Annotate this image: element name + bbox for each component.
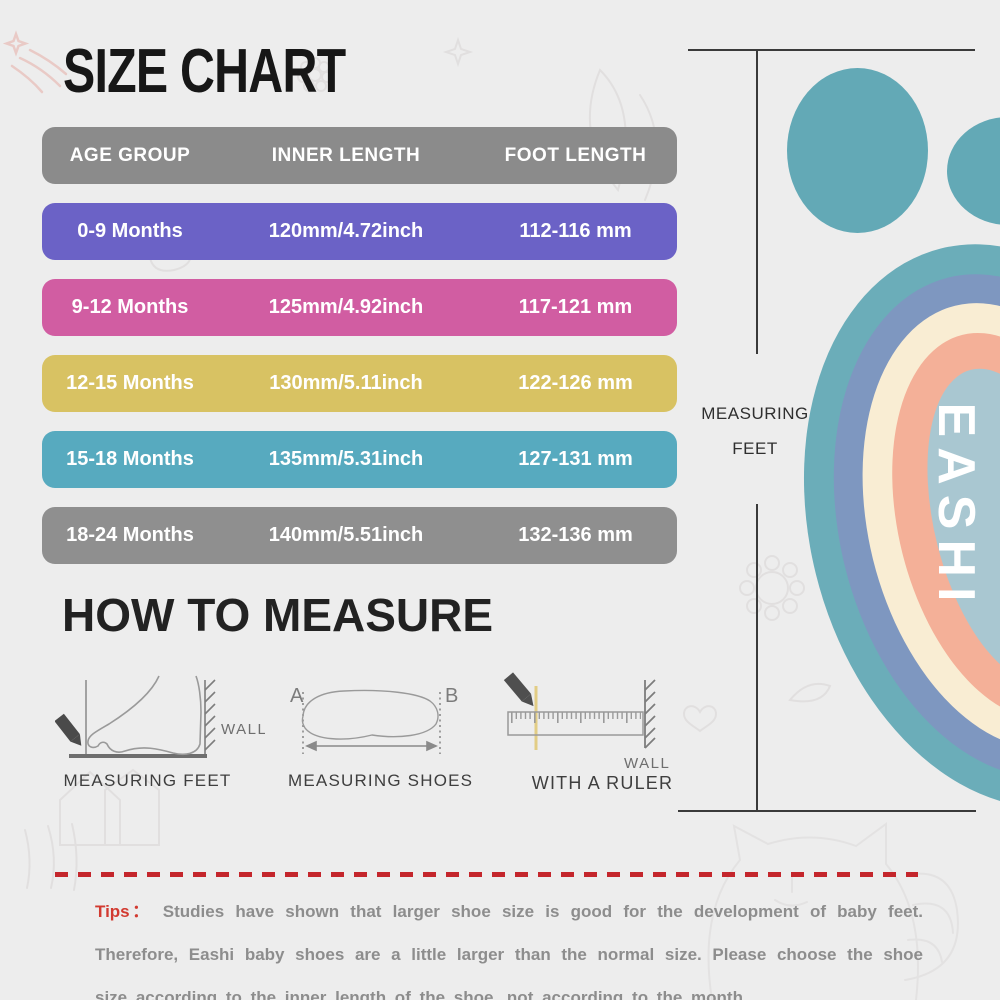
foot-big-toe: [787, 68, 928, 233]
cell-age-group: 18-24 Months: [66, 524, 194, 546]
tips-paragraph: Tips： Studies have shown that larger sho…: [95, 890, 923, 1000]
how-to-measure-title: HOW TO MEASURE: [62, 589, 494, 641]
house-doodle: [59, 768, 160, 846]
wall-label: WALL: [221, 721, 265, 738]
cell-inner-length: 140mm/5.51inch: [268, 524, 424, 546]
tips-line-1: Tips： Studies have shown that larger sho…: [95, 890, 923, 933]
cell-foot-length: 117-121 mm: [518, 296, 633, 318]
length-arrow: [305, 740, 438, 752]
tips-label: Tips：: [95, 902, 152, 921]
pencil-icon: [55, 713, 82, 746]
table-row: 12-15 Months 130mm/5.11inch 122-126 mm: [42, 355, 677, 412]
tips-line-3: size according to the inner length of th…: [95, 988, 743, 1000]
measuring-shoes-diagram: A B: [290, 685, 458, 754]
point-b-label: B: [445, 685, 458, 707]
cell-inner-length: 135mm/5.31inch: [268, 448, 424, 470]
page-title: SIZE CHART: [63, 37, 346, 106]
column-header-inner-length: INNER LENGTH: [271, 144, 421, 166]
foot-outline: [87, 675, 202, 756]
flower-sun-doodle: [739, 555, 805, 621]
wing-doodle: [788, 682, 832, 703]
cell-foot-length: 112-116 mm: [519, 220, 632, 242]
table-header-row: AGE GROUP INNER LENGTH FOOT LENGTH: [42, 127, 677, 184]
cat-doodle: [707, 822, 959, 1000]
measuring-shoes-caption: MEASURING SHOES: [288, 771, 474, 790]
measuring-feet-side-label: MEASURING FEET: [695, 396, 815, 466]
table-row: 15-18 Months 135mm/5.31inch 127-131 mm: [42, 431, 677, 488]
size-table: AGE GROUP INNER LENGTH FOOT LENGTH 0-9 M…: [42, 127, 677, 583]
wall-label: WALL: [624, 755, 670, 772]
table-row: 9-12 Months 125mm/4.92inch 117-121 mm: [42, 279, 677, 336]
stripes-doodle: [24, 823, 78, 891]
heart-doodle: [682, 705, 718, 733]
with-a-ruler-caption: WITH A RULER: [531, 773, 674, 793]
cell-foot-length: 122-126 mm: [518, 372, 633, 394]
wall-hatch: [204, 679, 216, 754]
wall-hatch: [644, 679, 656, 749]
column-header-age-group: AGE GROUP: [69, 144, 191, 166]
cell-inner-length: 130mm/5.11inch: [269, 372, 423, 394]
tips-line-2: Therefore, Eashi baby shoes are a little…: [95, 945, 923, 964]
ruler-diagram: WALL: [503, 672, 670, 772]
shoe-sole-outline: [301, 689, 439, 740]
panel-vertical-rule-lower: [756, 504, 758, 810]
cell-inner-length: 125mm/4.92inch: [268, 296, 424, 318]
measuring-feet-diagram: WALL: [55, 675, 265, 758]
red-dashed-divider: [55, 872, 918, 877]
point-a-label: A: [290, 685, 304, 707]
panel-vertical-rule-upper: [756, 49, 758, 354]
cell-inner-length: 120mm/4.72inch: [268, 220, 424, 242]
cell-foot-length: 127-131 mm: [518, 448, 633, 470]
cell-age-group: 0-9 Months: [77, 220, 183, 242]
side-label-line2: FEET: [732, 439, 778, 458]
shooting-star-doodle: [2, 30, 68, 94]
sparkle-doodle: [442, 36, 474, 68]
panel-top-rule: [688, 49, 975, 51]
brand-text: EASHI: [927, 402, 985, 612]
table-row: 18-24 Months 140mm/5.51inch 132-136 mm: [42, 507, 677, 564]
cell-foot-length: 132-136 mm: [518, 524, 633, 546]
panel-bottom-rule: [678, 810, 976, 812]
flower-doodle: [297, 57, 333, 92]
measuring-feet-caption: MEASURING FEET: [63, 771, 232, 790]
tips-line-1-text: Studies have shown that larger shoe size…: [162, 902, 923, 921]
pencil-icon: [503, 672, 534, 707]
cell-age-group: 12-15 Months: [66, 372, 194, 394]
side-label-line1: MEASURING: [701, 404, 809, 423]
cell-age-group: 15-18 Months: [66, 448, 194, 470]
table-row: 0-9 Months 120mm/4.72inch 112-116 mm: [42, 203, 677, 260]
cell-age-group: 9-12 Months: [71, 296, 189, 318]
column-header-foot-length: FOOT LENGTH: [504, 144, 647, 166]
